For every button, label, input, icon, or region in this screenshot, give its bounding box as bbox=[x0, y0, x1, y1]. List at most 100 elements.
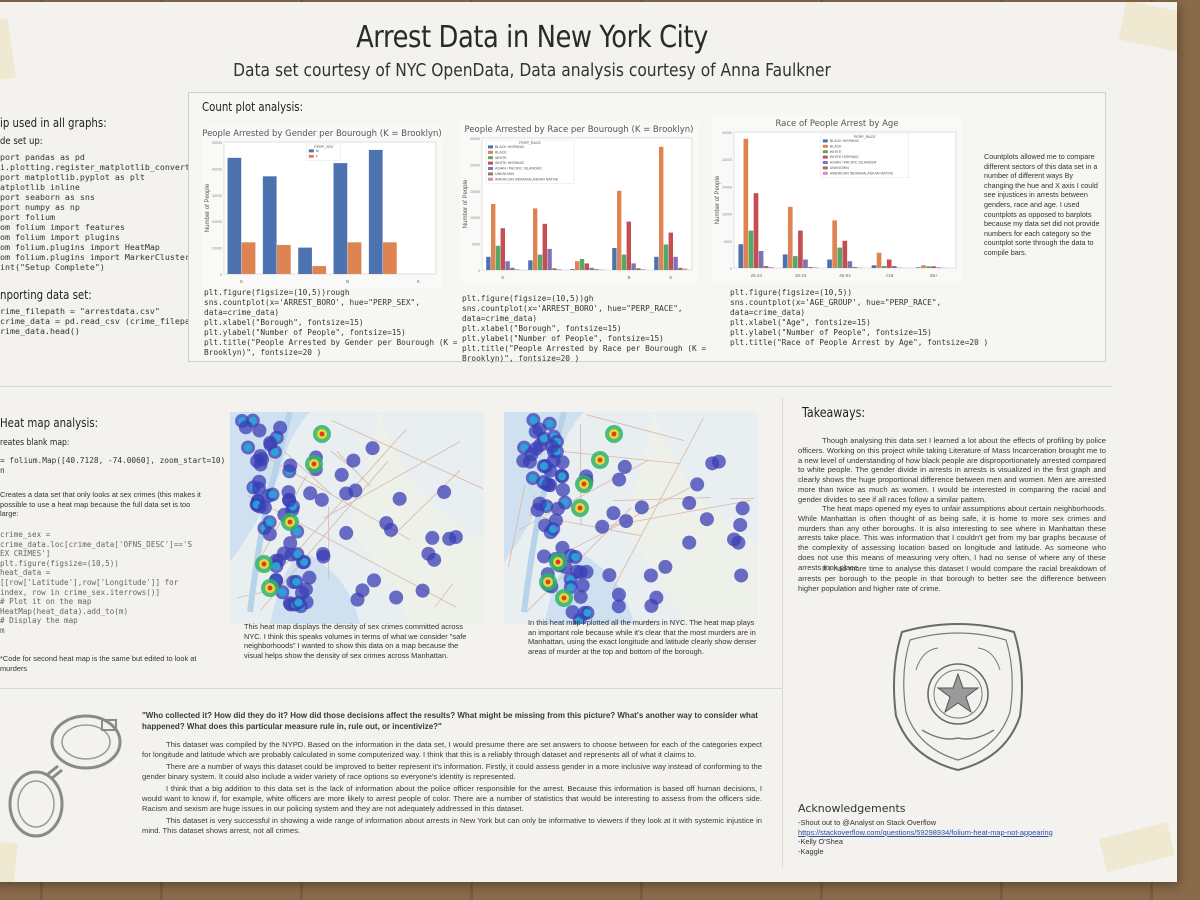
legend-box bbox=[306, 143, 342, 161]
takeaways-paragraph-3: If I had more time to analyse this datas… bbox=[798, 564, 1106, 593]
bar bbox=[579, 259, 585, 270]
acknowledgement-link[interactable]: https://stackoverflow.com/questions/5929… bbox=[798, 827, 1053, 837]
heat-spot bbox=[595, 519, 610, 534]
code-line: heat_data = bbox=[0, 568, 51, 578]
legend-label: AMERICAN INDIAN/ALASKAN NATIVE bbox=[830, 171, 894, 175]
heat-spot bbox=[555, 540, 570, 555]
y-tick-label: 6000 bbox=[472, 243, 480, 247]
heat-spot bbox=[415, 583, 430, 598]
legend-box bbox=[820, 133, 910, 178]
heat-spot bbox=[565, 605, 580, 620]
code-line: data=crime_data) bbox=[730, 308, 806, 317]
y-tick-label: 18000 bbox=[470, 190, 480, 194]
plot-area bbox=[481, 137, 693, 271]
code-line: plt.figure(figsize=(10,5))gh bbox=[462, 294, 594, 303]
bar bbox=[852, 266, 858, 268]
acknowledgement-kelly: -Kelly O'Shea bbox=[798, 837, 843, 847]
legend-label: BLACK bbox=[830, 144, 842, 148]
age-countplot-code: plt.figure(figsize=(10,5)) sns.countplot(… bbox=[730, 288, 988, 348]
legend-label: UNKNOWN bbox=[495, 172, 514, 176]
x-tick-label: 18-24 bbox=[795, 273, 807, 278]
code-line: = folium.Map([40.7128, -74.0060], zoom_s… bbox=[0, 456, 226, 465]
legend-title: PERP_SEX bbox=[314, 145, 334, 149]
heat-spot bbox=[544, 439, 559, 454]
legend-swatch bbox=[488, 167, 493, 170]
legend-swatch bbox=[488, 172, 493, 176]
heat-spot bbox=[346, 453, 361, 468]
heatmap-blank-code: = folium.Map([40.7128, -74.0060], zoom_s… bbox=[0, 456, 225, 476]
legend-label: M bbox=[316, 149, 319, 153]
bar bbox=[505, 261, 510, 270]
road bbox=[336, 451, 371, 487]
x-tick-label: <18 bbox=[886, 273, 894, 278]
race-countplot: People Arrested by Race per Bourough (K … bbox=[460, 122, 698, 284]
heat-spot bbox=[272, 562, 281, 571]
sex-crimes-heatmap bbox=[230, 412, 484, 624]
y-tick-label: 16000 bbox=[722, 213, 732, 217]
handcuffs-icon bbox=[8, 714, 122, 838]
questions-paragraph-1: This dataset was compiled by the NYPD. B… bbox=[142, 740, 762, 759]
heat-spot bbox=[539, 434, 548, 443]
chart-title: People Arrested by Gender per Bourough (… bbox=[202, 129, 441, 139]
road bbox=[323, 441, 461, 519]
y-tick-label: 30000 bbox=[212, 194, 222, 198]
x-tick-label: K bbox=[240, 279, 243, 284]
heat-spot bbox=[261, 561, 267, 567]
bar bbox=[891, 265, 897, 268]
heat-spot bbox=[602, 568, 617, 583]
heat-spot bbox=[597, 457, 603, 463]
heat-spot bbox=[427, 552, 442, 567]
heatmap-heading: Heat map analysis: bbox=[0, 416, 99, 430]
y-tick-label: 10000 bbox=[212, 247, 222, 251]
y-tick-label: 24000 bbox=[470, 163, 480, 167]
heat-spot bbox=[532, 496, 547, 511]
code-line: i.plotting.register_matplotlib_converter… bbox=[0, 162, 215, 172]
heat-spot bbox=[366, 573, 381, 588]
bar bbox=[738, 244, 744, 268]
code-line: HeatMap(heat_data).add_to(m) bbox=[0, 606, 129, 616]
tape-top-left bbox=[0, 18, 17, 82]
x-tick-label: 25-44 bbox=[750, 273, 762, 278]
road bbox=[435, 583, 454, 607]
bar bbox=[842, 240, 848, 268]
heat-spot bbox=[617, 459, 632, 474]
heat-spot bbox=[298, 582, 313, 597]
bar bbox=[659, 146, 664, 270]
code-line: plt.title("People Arrested by Gender per… bbox=[204, 338, 458, 347]
heat-spot bbox=[270, 447, 279, 456]
heat-spot bbox=[537, 549, 552, 564]
heat-spot bbox=[643, 568, 658, 583]
legend-swatch bbox=[488, 150, 493, 154]
heat-spot bbox=[577, 505, 583, 511]
heat-spot bbox=[365, 441, 380, 456]
heat-spot bbox=[545, 579, 551, 585]
heat-spot bbox=[571, 553, 580, 562]
bar bbox=[827, 259, 832, 268]
code-line: int("Setup Complete") bbox=[0, 262, 105, 272]
bar bbox=[589, 267, 594, 270]
bar bbox=[528, 260, 533, 270]
police-badge-icon bbox=[893, 623, 1023, 772]
road bbox=[284, 451, 333, 495]
bar bbox=[570, 269, 575, 270]
heatmap-caption-1: This heat map displays the density of se… bbox=[244, 622, 467, 660]
setup-heading: ip used in all graphs: bbox=[0, 116, 107, 130]
code-line: port pandas as pd bbox=[0, 152, 85, 162]
road bbox=[331, 420, 484, 490]
heat-spot bbox=[392, 491, 407, 506]
legend-label: WHITE HISPANIC bbox=[830, 155, 860, 159]
bar bbox=[798, 230, 803, 268]
questions-paragraph-3: I think that a big addition to this data… bbox=[142, 784, 762, 813]
heat-spot bbox=[339, 526, 354, 541]
heat-spot bbox=[727, 532, 742, 547]
heat-spot bbox=[528, 474, 537, 483]
heat-spot bbox=[619, 514, 634, 529]
bar bbox=[832, 220, 837, 268]
code-line: plt.ylabel("Number of People", fontsize=… bbox=[204, 328, 406, 337]
heat-spot bbox=[606, 506, 621, 521]
heat-spot bbox=[735, 501, 750, 516]
setup-code-block: port pandas as pd i.plotting.register_mat… bbox=[0, 152, 215, 272]
x-tick-label: K bbox=[417, 279, 420, 284]
heat-spot bbox=[545, 419, 554, 428]
bar bbox=[612, 248, 617, 270]
